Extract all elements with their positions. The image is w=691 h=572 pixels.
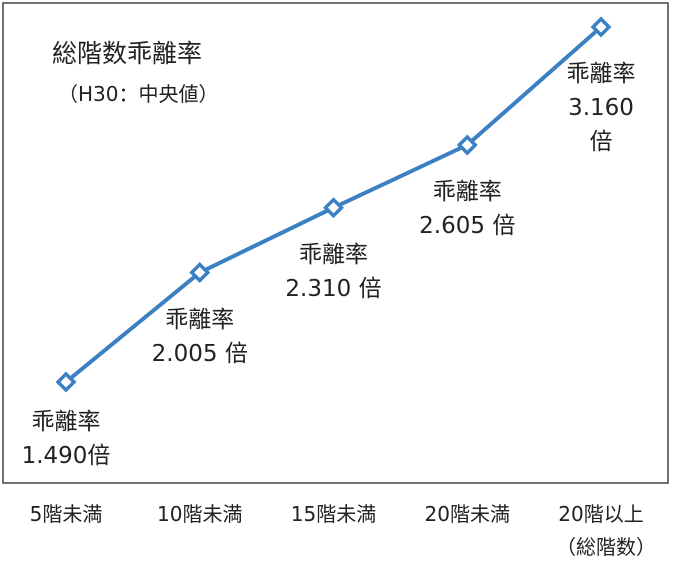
marker	[323, 197, 344, 219]
chart-title: 総階数乖離率	[52, 39, 203, 68]
x-tick-label: 20階以上 （総階数）	[556, 502, 656, 559]
marker	[55, 371, 77, 393]
marker	[590, 16, 612, 38]
x-tick-label: 15階未満	[290, 502, 377, 526]
x-tick-label: 5階未満	[29, 502, 103, 526]
data-label: 乖離率 3.160 倍	[566, 61, 636, 155]
data-label: 乖離率 2.310 倍	[285, 241, 382, 302]
frame	[2, 2, 669, 484]
data-label: 乖離率 2.005 倍	[151, 306, 248, 367]
x-tick-label: 10階未満	[157, 502, 243, 526]
chart-subtitle: （H30：中央値）	[58, 82, 219, 106]
data-label: 乖離率 1.490倍	[21, 409, 111, 469]
x-tick-label: 20階未満	[424, 502, 510, 526]
marker	[456, 134, 478, 156]
data-label: 乖離率 2.605 倍	[419, 178, 516, 239]
marker	[189, 262, 211, 283]
